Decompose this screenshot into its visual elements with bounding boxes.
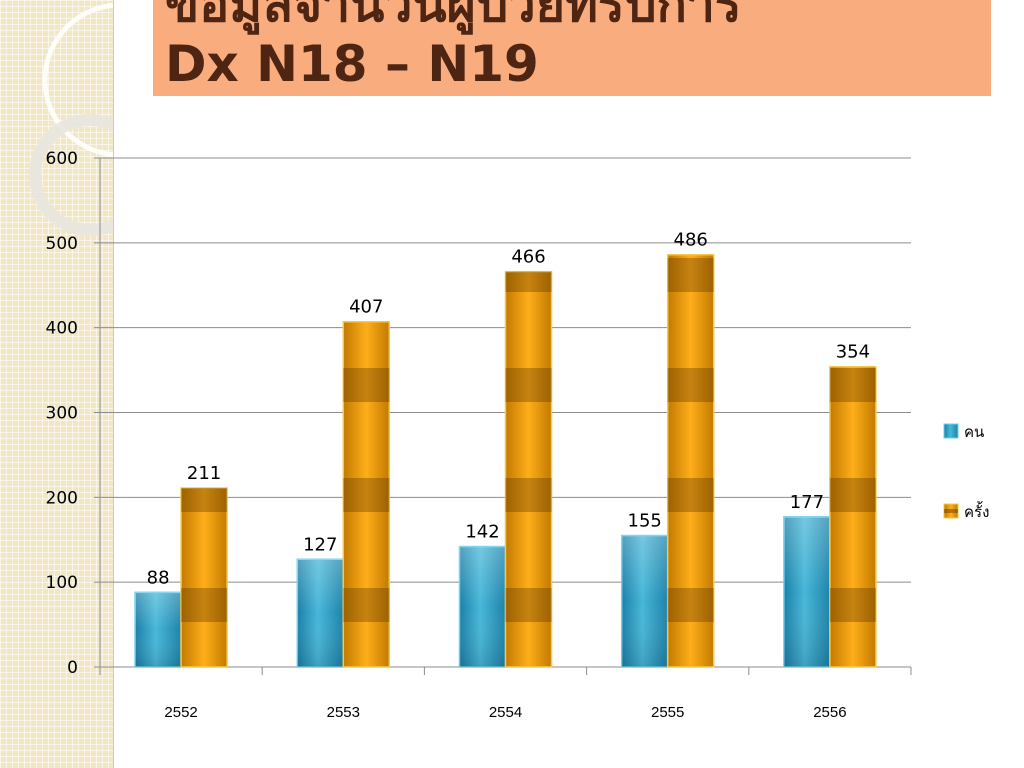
legend-swatch-series-1 (943, 423, 959, 439)
y-tick-label: 500 (46, 234, 78, 254)
slide-title: ข้อมูลจำนวนผู้ป่วยที่รับการ Dx N18 – N19 (165, 0, 1015, 94)
bar-series-1-shade (459, 546, 506, 667)
y-tick-label: 100 (46, 573, 78, 593)
data-label: 177 (790, 492, 824, 513)
x-tick-label: 2552 (164, 704, 197, 721)
y-tick-label: 0 (67, 658, 78, 678)
chart-bars (134, 253, 877, 668)
title-line-2: Dx N18 – N19 (165, 35, 539, 93)
bar-series-2-bands (505, 271, 552, 667)
bar-series-1-shade (135, 592, 182, 667)
y-tick-label: 600 (46, 149, 78, 169)
legend-label: ครั้ง (964, 501, 989, 521)
bar-series-1-shade (783, 516, 830, 667)
title-line-1: ข้อมูลจำนวนผู้ป่วยที่รับการ (165, 0, 742, 33)
bar-series-1-shade (621, 535, 668, 667)
data-label: 407 (349, 297, 383, 318)
x-tick-label: 2554 (489, 704, 522, 721)
y-tick-label: 200 (46, 488, 78, 508)
bar-series-2-bands (829, 366, 876, 667)
x-tick-label: 2556 (813, 704, 846, 721)
legend-label: คน (964, 423, 984, 441)
y-tick-label: 400 (46, 319, 78, 339)
data-label: 354 (836, 342, 870, 363)
data-label: 486 (674, 230, 708, 251)
x-tick-label: 2555 (651, 704, 684, 721)
bar-series-2-bands (667, 254, 714, 667)
title-bar (153, 0, 991, 96)
data-label: 142 (465, 522, 499, 543)
chart-labels: 88 211 2552 127 407 2553 142 466 2554 155 486 2555 1… (147, 230, 870, 721)
decorative-side-panel (0, 0, 114, 768)
y-tick-label: 300 (46, 404, 78, 424)
decorative-rings (29, 2, 113, 236)
chart-axes: 0 100 200 300 400 500 600 (46, 149, 912, 678)
data-label: 88 (147, 567, 170, 588)
bar-series-2-bands (343, 321, 390, 667)
bar-series-2-bands (181, 488, 228, 667)
data-label: 155 (628, 511, 662, 532)
data-label: 466 (511, 247, 545, 268)
data-label: 211 (187, 463, 221, 484)
x-tick-label: 2553 (327, 704, 360, 721)
data-label: 127 (303, 534, 337, 555)
legend-swatch-band (944, 509, 958, 513)
bar-series-1-shade (297, 559, 344, 667)
